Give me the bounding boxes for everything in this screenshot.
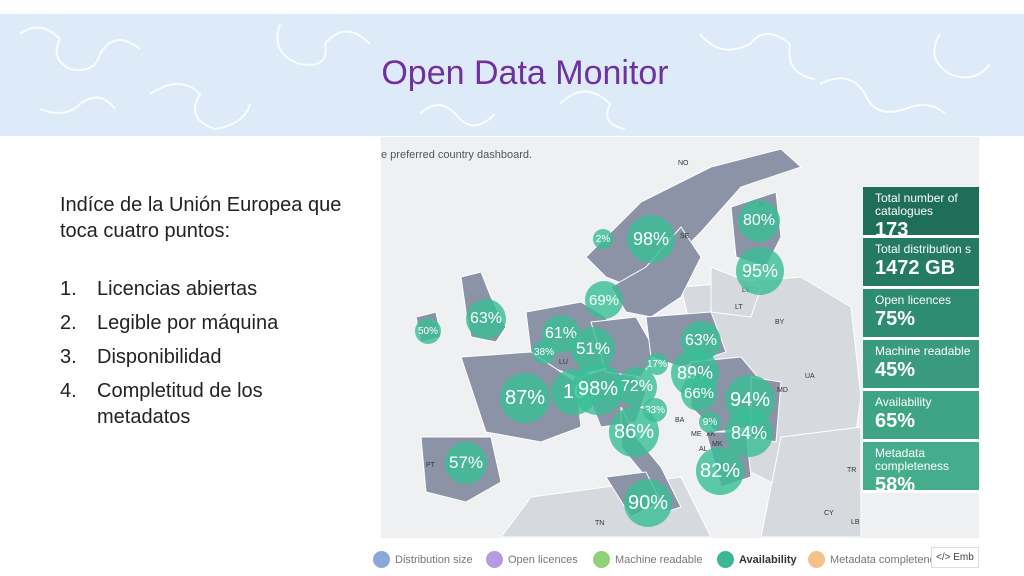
map-caption: e preferred country dashboard. (381, 149, 533, 161)
country-label: LT (735, 304, 743, 311)
legend-dot-icon (808, 551, 825, 568)
item-text: Disponibilidad (97, 346, 222, 368)
item-number: 3. (60, 346, 77, 368)
value-bubble[interactable]: 9% (699, 411, 721, 433)
country-label: TN (595, 520, 605, 527)
value-bubble[interactable]: 51% (571, 327, 615, 371)
item-text: Completitud de los metadatos (97, 380, 263, 428)
stat-open-licences: Open licences 75% (863, 289, 979, 340)
legend-distribution-size[interactable]: Distribution size (373, 551, 473, 568)
country-label: PT (426, 462, 435, 469)
country-label: CY (824, 510, 834, 517)
stat-value: 1472 GB (875, 257, 956, 279)
embed-button[interactable]: </> Emb (931, 547, 979, 568)
country-label: AL (699, 446, 708, 453)
value-bubble[interactable]: 66% (681, 375, 717, 411)
legend-label: Distribution size (395, 553, 473, 566)
points-list: 1. Licencias abiertas 2. Legible por máqui… (60, 276, 360, 438)
value-bubble[interactable]: 2% (593, 229, 613, 249)
stat-catalogues: Total number of catalogues 173 (863, 187, 979, 241)
item-number: 1. (60, 278, 77, 300)
stat-availability: Availability 65% (863, 391, 979, 442)
country-label: BY (775, 319, 785, 326)
value-bubble[interactable]: 82% (696, 447, 744, 495)
item-text: Legible por máquina (97, 312, 279, 334)
legend-dot-icon (717, 551, 734, 568)
value-bubble[interactable]: 98% (627, 215, 675, 263)
country-label: BA (675, 417, 685, 424)
value-bubble[interactable]: 98% (572, 363, 624, 415)
legend-dot-icon (593, 551, 610, 568)
value-bubble[interactable]: 50% (415, 318, 441, 344)
stat-value: 173 (875, 219, 909, 241)
value-bubble[interactable]: 95% (736, 247, 784, 295)
dashboard-screenshot: e preferred country dashboard. NO SE FI … (381, 137, 979, 538)
legend-label: Machine readable (615, 553, 703, 566)
value-bubble[interactable]: 69% (585, 281, 623, 319)
value-bubble[interactable]: 80% (738, 200, 780, 242)
stat-distribution-size: Total distribution s 1472 GB (863, 238, 979, 289)
legend-label: Metadata completeness (830, 553, 947, 566)
country-label: UA (805, 373, 815, 380)
value-bubble[interactable]: 17% (646, 353, 668, 375)
country-label: MD (777, 387, 788, 394)
stat-value: 75% (875, 308, 916, 330)
stat-metadata-completeness: Metadata completeness 58% (863, 442, 979, 496)
stat-label: Availability (875, 396, 932, 409)
legend-machine-readable[interactable]: Machine readable (593, 551, 702, 568)
country-label: SE (680, 233, 690, 240)
legend-availability[interactable]: Availability (717, 551, 797, 568)
legend-metadata-completeness[interactable]: Metadata completeness (808, 551, 947, 568)
stat-label: Machine readable (875, 345, 971, 358)
item-number: 4. (60, 380, 77, 402)
title-banner (0, 14, 1024, 136)
stat-label: Open licences (875, 294, 952, 307)
country-label: LB (851, 519, 860, 526)
value-bubble[interactable]: 72% (617, 367, 657, 407)
legend-dot-icon (486, 551, 503, 568)
intro-text: Indíce de la Unión Europea que toca cuat… (60, 194, 342, 242)
country-label: TR (847, 467, 857, 474)
legend-label: Availability (739, 553, 797, 566)
stat-label: Metadata completeness (875, 447, 950, 473)
item-number: 2. (60, 312, 77, 334)
value-bubble[interactable]: 84% (725, 409, 773, 457)
list-item: 3. Disponibilidad (60, 344, 360, 370)
value-bubble[interactable]: 38% (532, 340, 556, 364)
country-label: ME (691, 431, 702, 438)
country-label: MK (712, 441, 723, 448)
country-label: LU (559, 359, 568, 366)
legend-label: Open licences (508, 553, 578, 566)
value-bubble[interactable]: 63% (466, 299, 506, 339)
stat-value: 65% (875, 410, 916, 432)
list-item: 4. Completitud de los metadatos (60, 378, 360, 430)
puzzle-background (19, 23, 991, 131)
stat-label: Total number of catalogues (875, 192, 958, 218)
list-item: 2. Legible por máquina (60, 310, 360, 336)
value-bubble[interactable]: 90% (624, 479, 672, 527)
value-bubble[interactable]: 87% (500, 373, 550, 423)
stat-label: Total distribution s (875, 243, 972, 256)
stats-panel: Total number of catalogues 173 Total dist… (863, 187, 979, 496)
item-text: Licencias abiertas (97, 278, 258, 300)
value-bubble[interactable]: 86% (609, 407, 659, 457)
value-bubble[interactable]: 57% (445, 442, 487, 484)
country-label: XK (706, 431, 716, 438)
stat-machine-readable: Machine readable 45% (863, 340, 979, 391)
map-legend: Distribution size Open licences Machine … (373, 545, 981, 575)
legend-dot-icon (373, 551, 390, 568)
stat-value: 58% (875, 474, 916, 496)
country-label: NO (678, 160, 689, 167)
stat-value: 45% (875, 359, 916, 381)
legend-open-licences[interactable]: Open licences (486, 551, 578, 568)
list-item: 1. Licencias abiertas (60, 276, 360, 302)
slide-title: Open Data Monitor (381, 54, 669, 92)
